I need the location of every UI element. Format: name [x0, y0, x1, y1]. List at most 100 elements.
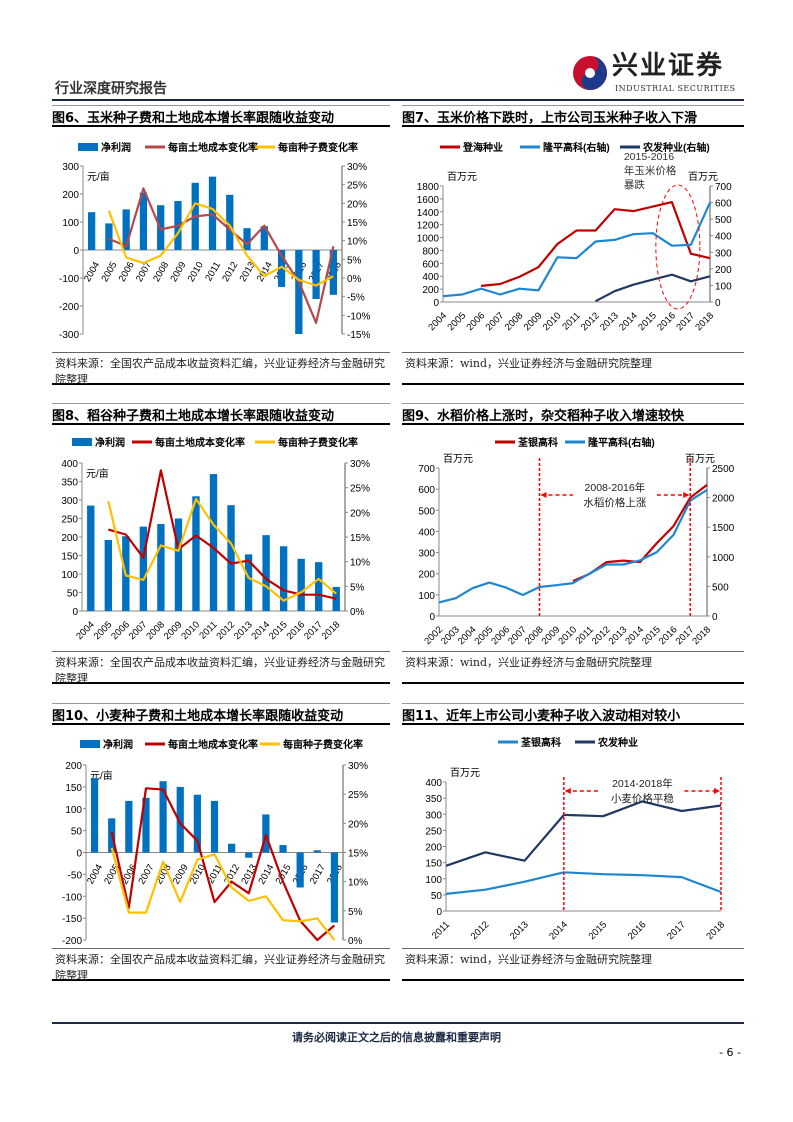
bar: [87, 505, 95, 611]
left-tick-label: 0: [72, 607, 78, 618]
right-tick-label: 25%: [350, 484, 370, 495]
category-label: 2009: [162, 619, 185, 642]
legend-label: 农发种业: [597, 736, 638, 749]
bar: [226, 194, 234, 250]
bar: [277, 250, 286, 287]
bar: [192, 496, 200, 611]
right-tick-label: 25%: [347, 181, 367, 192]
category-label: 2010: [179, 619, 202, 642]
left-unit-label: 元/亩: [87, 170, 110, 183]
category-label: 2011: [197, 619, 219, 641]
series-line: [480, 201, 711, 287]
series-line: [445, 871, 722, 895]
right-tick-label: 5%: [347, 255, 362, 266]
bar: [174, 518, 183, 611]
left-tick-label: 1000: [417, 234, 440, 245]
category-label: 2004: [426, 310, 449, 333]
left-tick-label: 800: [422, 246, 439, 257]
category-label: 2017: [665, 919, 688, 942]
category-label: 2011: [430, 919, 452, 941]
left-tick-label: 250: [425, 826, 442, 837]
category-label: 2009: [522, 310, 545, 333]
bar: [157, 524, 165, 611]
category-label: 2012: [220, 260, 240, 284]
right-unit-label: 百万元: [685, 453, 715, 465]
legend-label: 每亩种子费变化率: [283, 738, 363, 751]
category-label: 2012: [469, 919, 492, 942]
left-tick-label: 300: [418, 549, 435, 560]
figure-title: 图7、玉米价格下跌时，上市公司玉米种子收入下滑: [402, 107, 744, 127]
chart: 0 50 100 150 200 250 300 350 400 2011 2012 2013 2014…: [425, 736, 727, 942]
right-tick-label: 2500: [712, 464, 735, 475]
right-tick-label: 30%: [348, 761, 368, 772]
left-tick-label: 0: [429, 612, 435, 623]
left-tick-label: 200: [425, 843, 442, 854]
left-tick-label: 50: [71, 827, 83, 838]
category-label: 2018: [320, 619, 343, 642]
left-tick-label: 400: [422, 272, 439, 283]
left-tick-label: 300: [61, 496, 78, 507]
legend-label: 每亩土地成本变化率: [168, 738, 258, 751]
left-tick-label: 350: [61, 478, 78, 489]
bar: [105, 223, 113, 250]
left-tick-label: 100: [418, 591, 435, 602]
category-label: 2007: [484, 310, 507, 333]
footer-rule: [52, 1022, 744, 1024]
chart: -200 -150 -100 -50 0 50 100 150 200 0% 5% 10% 15% 20%…: [62, 738, 368, 947]
left-tick-label: 100: [62, 218, 79, 229]
category-label: 2004: [82, 260, 102, 284]
series-line: [445, 800, 722, 867]
right-tick-label: 15%: [348, 849, 368, 860]
series-line: [595, 273, 711, 303]
right-tick-label: 2000: [712, 494, 735, 505]
left-tick-label: 400: [425, 778, 442, 789]
annotation-text: 2014-2018年: [612, 777, 673, 790]
right-tick-label: 5%: [348, 907, 363, 918]
right-tick-label: 20%: [348, 819, 368, 830]
series-line: [110, 847, 336, 941]
left-tick-label: 200: [422, 285, 439, 296]
bar: [122, 209, 130, 250]
left-tick-label: 200: [418, 570, 435, 581]
bar: [104, 539, 112, 611]
left-tick-label: -200: [62, 936, 82, 947]
category-label: 2010: [541, 310, 564, 333]
left-tick-label: 300: [62, 162, 79, 173]
right-tick-label: 10%: [350, 558, 370, 569]
category-label: 2006: [465, 310, 488, 333]
category-label: 2011: [560, 310, 582, 332]
left-tick-label: 1400: [417, 208, 440, 219]
category-label: 2005: [445, 310, 468, 333]
figure-title: 图10、小麦种子费和土地成本增长率跟随收益变动: [52, 705, 390, 725]
header-rule: [52, 99, 744, 101]
left-tick-label: 600: [418, 485, 435, 496]
bar: [142, 797, 150, 853]
category-label: 2014: [249, 619, 272, 642]
annotation-text: 小麦价格平稳: [611, 792, 674, 805]
bar: [227, 505, 235, 611]
left-tick-label: 300: [425, 810, 442, 821]
figure-top-rule: [52, 105, 390, 106]
legend-label: 每亩种子费变化率: [278, 141, 358, 154]
bar: [209, 474, 218, 611]
category-label: 2017: [308, 863, 328, 887]
annotation-text: 2015-2016: [624, 151, 674, 163]
left-tick-label: 100: [61, 570, 78, 581]
category-label: 2014: [617, 310, 640, 333]
left-unit-label: 百万元: [447, 171, 477, 183]
left-tick-label: 200: [62, 190, 79, 201]
bar: [210, 800, 219, 853]
figure-title: 图9、水稻价格上涨时，杂交稻种子收入增速较快: [402, 405, 744, 425]
figure-top-rule: [402, 105, 744, 106]
figure-top-rule: [52, 703, 390, 704]
left-tick-label: 1600: [417, 195, 440, 206]
right-tick-label: 1500: [712, 523, 735, 534]
left-tick-label: 0: [73, 246, 79, 257]
legend-label: 净利润: [103, 738, 133, 751]
report-type: 行业深度研究报告: [55, 81, 167, 97]
right-tick-label: -10%: [347, 311, 370, 322]
bar: [262, 814, 270, 853]
category-label: 2018: [693, 310, 716, 333]
logo-icon: [573, 56, 607, 90]
bar: [244, 554, 253, 611]
